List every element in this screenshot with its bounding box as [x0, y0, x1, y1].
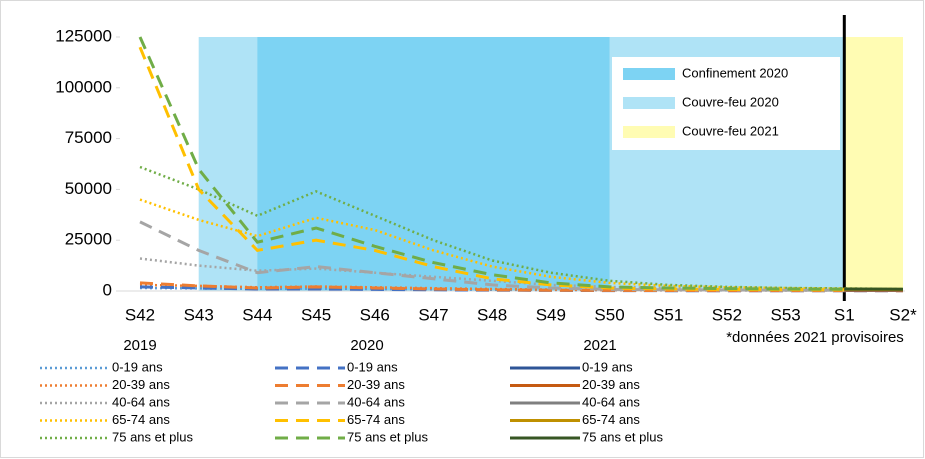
- x-tick-label: S50: [594, 305, 624, 324]
- legend-label: 65-74 ans: [582, 412, 640, 427]
- series-line: [138, 36, 904, 291]
- group-label: 2020: [350, 337, 383, 354]
- x-tick-label: S1: [834, 305, 855, 324]
- x-tick-label: S46: [360, 305, 390, 324]
- x-tick-label: S47: [418, 305, 448, 324]
- y-tick-label: 25000: [65, 230, 112, 249]
- legend-label: 65-74 ans: [347, 412, 405, 427]
- legend-label: 0-19 ans: [112, 359, 163, 374]
- legend-label: Couvre-feu 2021: [682, 123, 779, 138]
- group-label: 2019: [123, 337, 156, 354]
- x-tick-label: S52: [712, 305, 742, 324]
- legend-label: 40-64 ans: [582, 394, 640, 409]
- legend-label: 75 ans et plus: [347, 429, 428, 444]
- legend-label: 75 ans et plus: [582, 429, 663, 444]
- x-tick-label: S51: [653, 305, 683, 324]
- lines: [138, 36, 904, 293]
- x-tick-label: S48: [477, 305, 507, 324]
- legend-label: 75 ans et plus: [112, 429, 193, 444]
- legend-swatch: [623, 126, 675, 138]
- y-tick-label: 50000: [65, 179, 112, 198]
- series-line: [139, 220, 904, 292]
- y-tick-label: 75000: [65, 128, 112, 147]
- legend-label: 40-64 ans: [112, 394, 170, 409]
- band: [844, 37, 903, 291]
- note: *données 2021 provisoires: [726, 329, 904, 346]
- legend-swatch: [623, 68, 675, 80]
- legend-label: 0-19 ans: [347, 359, 398, 374]
- x-tick-label: S42: [125, 305, 155, 324]
- legend: 2019 0-19 ans 20-39 ans 40-64 ans 65-74 ans 7…: [40, 57, 840, 444]
- x-tick-label: S53: [770, 305, 800, 324]
- legend-label: Couvre-feu 2020: [682, 94, 779, 109]
- legend-label: 20-39 ans: [582, 377, 640, 392]
- x-tick-label: S44: [242, 305, 272, 324]
- x-tick-label: S43: [184, 305, 214, 324]
- x-tick-label: S2*: [889, 305, 917, 324]
- x-tick-label: S45: [301, 305, 331, 324]
- y-tick-label: 100000: [55, 77, 112, 96]
- x-tick-label: S49: [536, 305, 566, 324]
- legend-label: 20-39 ans: [112, 377, 170, 392]
- y-tick-label: 125000: [55, 26, 112, 45]
- legend-label: 65-74 ans: [112, 412, 170, 427]
- y-tick-label: 0: [103, 280, 112, 299]
- legend-label: 20-39 ans: [347, 377, 405, 392]
- legend-label: Confinement 2020: [682, 65, 788, 80]
- group-label: 2021: [583, 337, 616, 354]
- legend-label: 40-64 ans: [347, 394, 405, 409]
- legend-swatch: [623, 97, 675, 109]
- legend-label: 0-19 ans: [582, 359, 633, 374]
- band: [257, 37, 610, 291]
